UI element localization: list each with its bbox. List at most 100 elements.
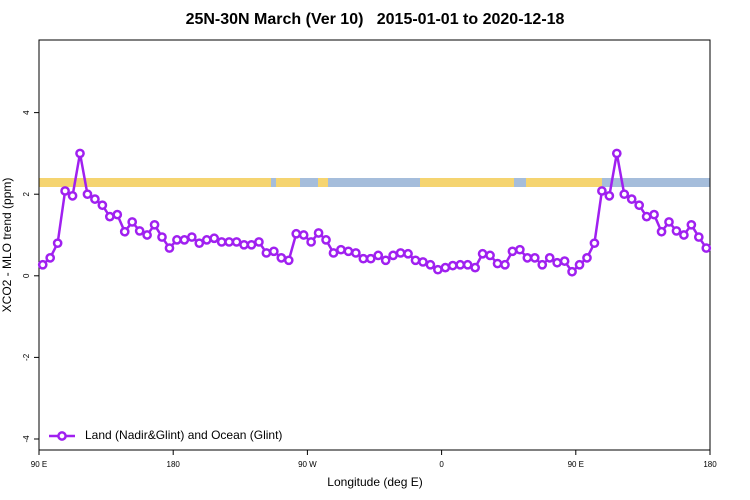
data-point xyxy=(209,233,220,244)
data-point xyxy=(552,257,563,268)
data-point xyxy=(224,237,234,247)
chart-title: 25N-30N March (Ver 10) 2015-01-01 to 202… xyxy=(186,11,565,28)
data-point xyxy=(239,239,249,250)
data-point xyxy=(119,226,130,237)
data-point xyxy=(90,194,100,204)
data-point xyxy=(60,186,70,196)
data-point xyxy=(455,259,466,270)
data-point xyxy=(686,219,697,230)
data-point xyxy=(45,253,56,263)
data-point xyxy=(589,238,600,249)
y-tick-label: -4 xyxy=(22,435,31,443)
data-point xyxy=(142,230,152,240)
data-point xyxy=(351,248,361,258)
data-point xyxy=(194,238,205,249)
data-point xyxy=(306,237,316,247)
data-point xyxy=(679,230,689,240)
x-tick-label: 180 xyxy=(703,460,717,469)
data-point xyxy=(447,260,458,271)
data-point xyxy=(656,226,667,237)
data-point xyxy=(485,250,495,261)
data-point xyxy=(269,246,279,257)
data-point xyxy=(619,189,630,200)
data-point xyxy=(186,232,197,242)
data-point xyxy=(544,253,555,263)
data-point xyxy=(641,211,652,222)
data-point xyxy=(597,186,607,196)
data-point xyxy=(380,255,391,266)
data-point xyxy=(649,209,659,220)
x-tick-label: 180 xyxy=(167,460,181,469)
data-point xyxy=(164,243,175,253)
data-point xyxy=(440,262,451,273)
y-tick-label: -2 xyxy=(22,353,31,361)
data-point xyxy=(604,190,615,201)
x-tick-label: 90 E xyxy=(31,460,47,469)
data-point xyxy=(172,235,182,245)
data-point xyxy=(82,189,93,200)
land-band xyxy=(420,178,514,187)
data-point xyxy=(291,228,302,239)
y-tick-label: 2 xyxy=(22,191,31,196)
x-axis-label: Longitude (deg E) xyxy=(327,475,422,489)
data-point xyxy=(701,243,712,253)
data-point xyxy=(403,248,413,259)
data-point xyxy=(254,237,264,247)
data-point xyxy=(75,148,85,159)
data-point xyxy=(507,246,518,257)
land-band xyxy=(318,178,328,187)
data-point xyxy=(97,200,108,211)
data-point xyxy=(112,209,123,220)
data-point xyxy=(134,226,145,236)
data-point xyxy=(328,248,339,258)
data-point xyxy=(373,250,384,261)
data-point xyxy=(693,232,704,242)
data-point xyxy=(127,217,138,227)
data-point xyxy=(418,257,428,267)
legend-label: Land (Nadir&Glint) and Ocean (Glint) xyxy=(85,428,282,442)
data-point xyxy=(283,255,294,266)
data-point xyxy=(388,250,398,261)
data-point xyxy=(201,235,212,245)
data-point xyxy=(231,237,242,247)
x-tick-label: 90 W xyxy=(298,460,317,469)
data-point xyxy=(611,148,622,159)
x-tick-label: 0 xyxy=(439,460,444,469)
data-point xyxy=(567,266,577,277)
data-point xyxy=(410,255,421,266)
data-point xyxy=(664,217,674,227)
data-point xyxy=(492,258,503,269)
data-point xyxy=(149,219,160,230)
data-point xyxy=(433,264,443,275)
data-point xyxy=(462,259,473,270)
data-point xyxy=(336,244,346,255)
ocean-band xyxy=(39,178,710,187)
data-point xyxy=(477,248,488,259)
y-tick-label: 0 xyxy=(22,273,31,278)
data-point xyxy=(425,259,436,270)
data-point xyxy=(157,232,167,242)
land-ocean-strip xyxy=(39,178,710,187)
land-band xyxy=(39,178,271,187)
data-point xyxy=(634,200,645,211)
data-point xyxy=(522,253,533,263)
data-point xyxy=(395,248,406,258)
data-point xyxy=(626,194,637,204)
data-point xyxy=(358,253,369,264)
data-point xyxy=(470,262,480,273)
data-point xyxy=(179,235,190,245)
data-point xyxy=(671,226,682,236)
data-point xyxy=(313,228,324,238)
data-point xyxy=(529,253,540,263)
data-point xyxy=(559,256,570,266)
data-point xyxy=(37,259,48,270)
plot-frame xyxy=(38,39,711,451)
data-point xyxy=(104,211,115,222)
data-point xyxy=(343,246,354,257)
data-point xyxy=(321,235,331,245)
land-band xyxy=(526,178,602,187)
data-point xyxy=(365,253,376,264)
data-point xyxy=(582,253,592,263)
data-point xyxy=(52,238,63,249)
data-point xyxy=(67,190,78,201)
